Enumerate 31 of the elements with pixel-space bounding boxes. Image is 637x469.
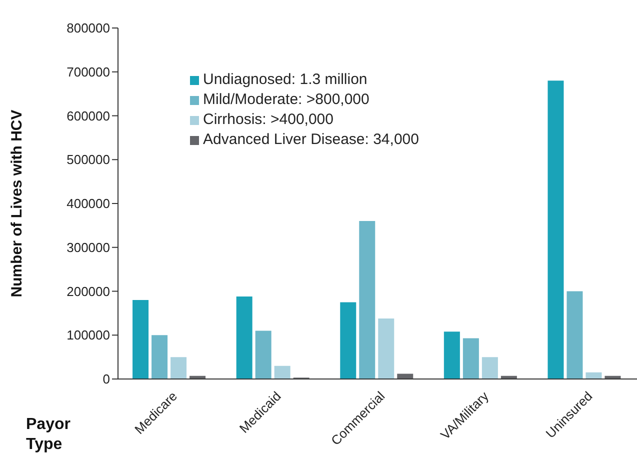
y-axis-title: Number of Lives with HCV <box>8 110 26 298</box>
bar <box>170 357 187 379</box>
y-tick-label: 200000 <box>66 284 110 299</box>
bar <box>274 366 290 379</box>
bar <box>132 300 149 379</box>
bar <box>340 302 356 379</box>
legend-label: Cirrhosis: >400,000 <box>203 110 334 130</box>
bar <box>482 357 498 379</box>
y-tick-label: 0 <box>102 372 110 387</box>
y-tick-label: 100000 <box>66 328 110 343</box>
bar <box>548 80 564 379</box>
y-tick-label: 400000 <box>66 196 110 212</box>
x-axis-title: Payor Type <box>26 416 70 453</box>
bar <box>566 291 583 379</box>
legend-label: Undiagnosed: 1.3 million <box>203 70 368 90</box>
bar <box>378 318 394 379</box>
bar <box>444 332 460 379</box>
bar <box>152 335 168 379</box>
legend-label: Advanced Liver Disease: 34,000 <box>203 130 419 150</box>
bar <box>255 330 272 379</box>
bar <box>586 372 602 379</box>
y-tick-label: 300000 <box>66 240 110 255</box>
y-tick-label: 500000 <box>66 152 110 168</box>
bar <box>236 296 252 379</box>
y-tick-label: 800000 <box>66 20 110 36</box>
bar <box>462 338 479 379</box>
legend-label: Mild/Moderate: >800,000 <box>203 90 370 110</box>
bar <box>359 221 376 379</box>
bar <box>397 374 414 379</box>
y-tick-label: 600000 <box>66 108 110 124</box>
y-tick-label: 700000 <box>66 64 110 80</box>
